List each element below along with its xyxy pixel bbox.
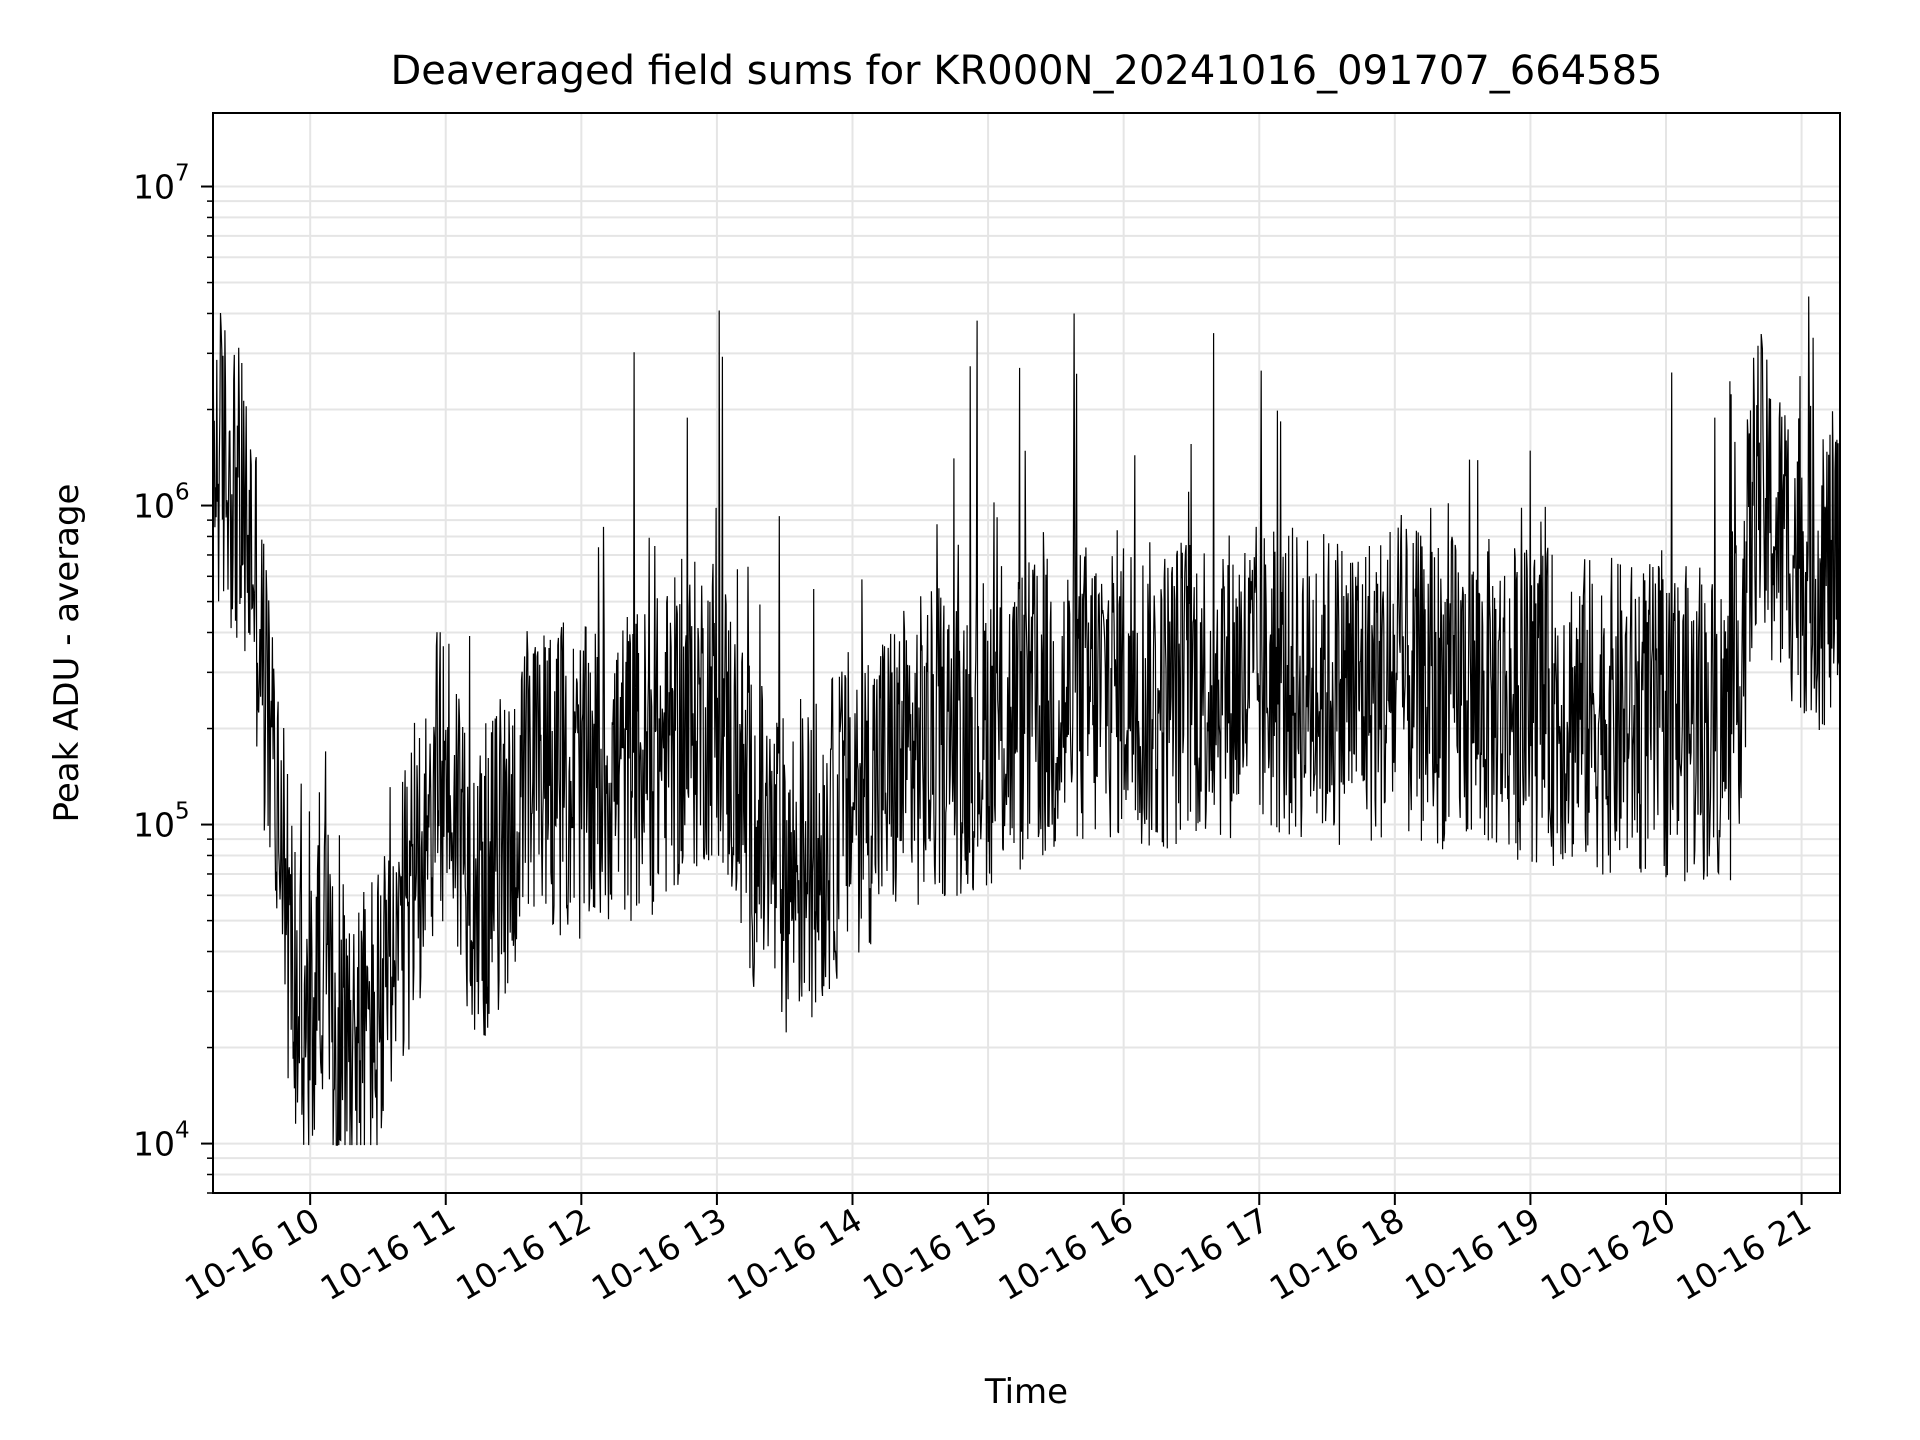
x-tick-label: 10-16 10 bbox=[178, 1200, 326, 1308]
x-tick-label: 10-16 11 bbox=[314, 1200, 462, 1308]
y-axis-label: Peak ADU - average bbox=[47, 484, 87, 823]
x-tick-label: 10-16 15 bbox=[856, 1200, 1004, 1308]
x-tick-label: 10-16 12 bbox=[449, 1200, 597, 1308]
x-tick-label: 10-16 19 bbox=[1398, 1200, 1546, 1308]
series-line bbox=[212, 296, 1841, 1146]
y-tick-base: 10 bbox=[133, 1125, 175, 1164]
x-axis-label: Time bbox=[984, 1372, 1068, 1412]
x-tick-label: 10-16 16 bbox=[992, 1200, 1140, 1308]
y-tick-label: 10 bbox=[133, 1125, 175, 1164]
chart-title: Deaveraged field sums for KR000N_2024101… bbox=[391, 48, 1663, 94]
x-tick-label: 10-16 18 bbox=[1263, 1200, 1411, 1308]
y-tick-base: 10 bbox=[133, 487, 175, 526]
y-tick-base: 10 bbox=[133, 806, 175, 845]
x-tick-label: 10-16 13 bbox=[585, 1200, 733, 1308]
y-tick-exponent: 6 bbox=[175, 480, 190, 506]
y-tick-base: 10 bbox=[133, 168, 175, 207]
y-tick-exponent: 4 bbox=[175, 1118, 190, 1144]
y-tick-label: 10 bbox=[133, 487, 175, 526]
x-tick-label: 10-16 20 bbox=[1534, 1200, 1682, 1308]
x-tick-label: 10-16 21 bbox=[1670, 1200, 1818, 1308]
y-tick-exponent: 7 bbox=[175, 161, 190, 187]
data-series bbox=[212, 296, 1841, 1146]
x-tick-label: 10-16 17 bbox=[1127, 1200, 1275, 1308]
y-tick-exponent: 5 bbox=[175, 799, 190, 825]
plot-frame bbox=[212, 112, 1841, 1194]
x-tick-label: 10-16 14 bbox=[721, 1200, 869, 1308]
y-tick-label: 10 bbox=[133, 806, 175, 845]
y-tick-label: 10 bbox=[133, 168, 175, 207]
